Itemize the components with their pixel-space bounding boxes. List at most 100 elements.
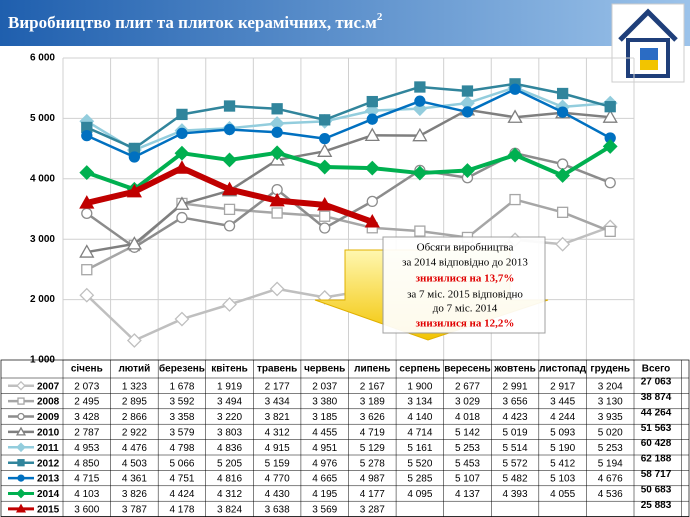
y-tick-label: 6 000 xyxy=(30,53,55,64)
table-cell: 5 453 xyxy=(455,458,480,469)
table-cell: 4 423 xyxy=(503,412,528,423)
table-cell: 2 866 xyxy=(122,412,147,423)
table-cell: 5 142 xyxy=(455,428,480,439)
marker xyxy=(319,114,331,126)
table-cell: 4 676 xyxy=(598,474,623,485)
table-cell: 4 103 xyxy=(74,489,99,500)
marker xyxy=(16,380,26,391)
marker xyxy=(366,195,378,208)
table-cell: 4 361 xyxy=(122,474,147,485)
table-cell: 5 020 xyxy=(598,428,623,439)
table-total: 25 883 xyxy=(641,500,672,511)
marker xyxy=(364,127,380,142)
table-cell: 4 424 xyxy=(169,489,194,500)
y-tick-label: 2 000 xyxy=(30,294,55,305)
series-line xyxy=(86,86,611,152)
marker xyxy=(317,159,333,175)
legend-label: 2011 xyxy=(37,443,59,454)
table-cell: 2 177 xyxy=(265,381,290,392)
table-cell: 4 850 xyxy=(74,458,99,469)
table-cell: 4 430 xyxy=(265,489,290,500)
table-cell: 3 204 xyxy=(598,381,623,392)
marker xyxy=(412,165,428,181)
legend-label: 2015 xyxy=(37,505,60,516)
marker xyxy=(174,311,190,327)
table-cell: 4 915 xyxy=(265,443,290,454)
marker xyxy=(364,214,380,228)
marker xyxy=(174,196,190,210)
x-tick-label: березень xyxy=(159,363,205,375)
marker xyxy=(461,106,474,118)
table-cell: 3 134 xyxy=(407,397,432,408)
table-cell: 3 494 xyxy=(217,397,242,408)
table-cell: 3 600 xyxy=(74,505,99,516)
table-cell: 5 161 xyxy=(407,443,432,454)
marker xyxy=(555,236,571,252)
legend-label: 2014 xyxy=(37,489,60,500)
series-line xyxy=(86,82,611,150)
table-cell: 4 836 xyxy=(217,443,242,454)
title-text: Виробництво плит та плиток керамічних, т… xyxy=(8,13,377,32)
table-cell: 3 579 xyxy=(169,428,194,439)
table-cell: 3 358 xyxy=(169,412,194,423)
table-cell: 5 572 xyxy=(503,458,528,469)
marker xyxy=(79,244,95,258)
marker xyxy=(269,192,285,207)
annotation-line: знизилися на 12,2% xyxy=(416,318,515,330)
marker xyxy=(271,207,283,219)
table-cell: 3 569 xyxy=(312,505,337,516)
table-cell: 3 434 xyxy=(265,397,290,408)
marker xyxy=(319,210,331,222)
table-cell: 3 787 xyxy=(122,505,147,516)
table-cell: 4 455 xyxy=(312,428,337,439)
legend-label: 2007 xyxy=(37,381,60,392)
marker xyxy=(364,160,380,176)
table-cell: 5 019 xyxy=(503,428,528,439)
marker xyxy=(604,101,616,113)
x-tick-label: серпень xyxy=(399,364,440,375)
legend-label: 2008 xyxy=(37,397,60,408)
marker xyxy=(556,87,569,100)
marker xyxy=(15,503,27,513)
table-cell: 2 073 xyxy=(74,381,99,392)
x-tick-label: січень xyxy=(71,364,103,375)
marker xyxy=(412,127,428,142)
marker xyxy=(269,281,285,297)
marker xyxy=(556,206,569,218)
marker xyxy=(176,211,188,224)
table-cell: 3 592 xyxy=(169,397,194,408)
table-cell: 4 095 xyxy=(407,489,432,500)
marker xyxy=(222,152,237,168)
table-cell: 2 037 xyxy=(312,381,337,392)
table-cell: 4 714 xyxy=(407,428,432,439)
table-cell: 4 665 xyxy=(312,474,337,485)
table-cell: 5 482 xyxy=(503,474,528,485)
x-tick-label: травень xyxy=(257,364,297,375)
marker xyxy=(17,474,25,482)
y-tick-label: 5 000 xyxy=(30,113,55,124)
table-cell: 3 824 xyxy=(217,505,242,516)
annotation-line: до 7 міс. 2014 xyxy=(433,303,498,315)
marker xyxy=(414,81,426,93)
x-tick-label: червень xyxy=(304,364,345,375)
y-tick-label: 3 000 xyxy=(30,234,55,245)
legend-label: 2013 xyxy=(37,474,60,485)
marker xyxy=(317,143,333,157)
table-total: 50 683 xyxy=(641,484,672,495)
annotation: Обсяги виробництва за 2014 відповідно до… xyxy=(314,236,549,341)
table-cell: 4 244 xyxy=(550,412,575,423)
marker xyxy=(81,129,93,142)
marker xyxy=(271,103,283,115)
table-cell: 5 278 xyxy=(360,458,385,469)
marker xyxy=(174,145,190,161)
marker xyxy=(79,195,95,209)
table-cell: 3 638 xyxy=(265,505,290,516)
legend-label: 2010 xyxy=(37,428,60,439)
table-cell: 2 677 xyxy=(455,381,480,392)
x-tick-label: квітень xyxy=(211,364,248,375)
table-cell: 3 826 xyxy=(122,489,147,500)
marker xyxy=(17,459,25,467)
title-sup: 2 xyxy=(377,11,383,23)
table-cell: 5 412 xyxy=(550,458,575,469)
table-cell: 4 178 xyxy=(169,505,194,516)
